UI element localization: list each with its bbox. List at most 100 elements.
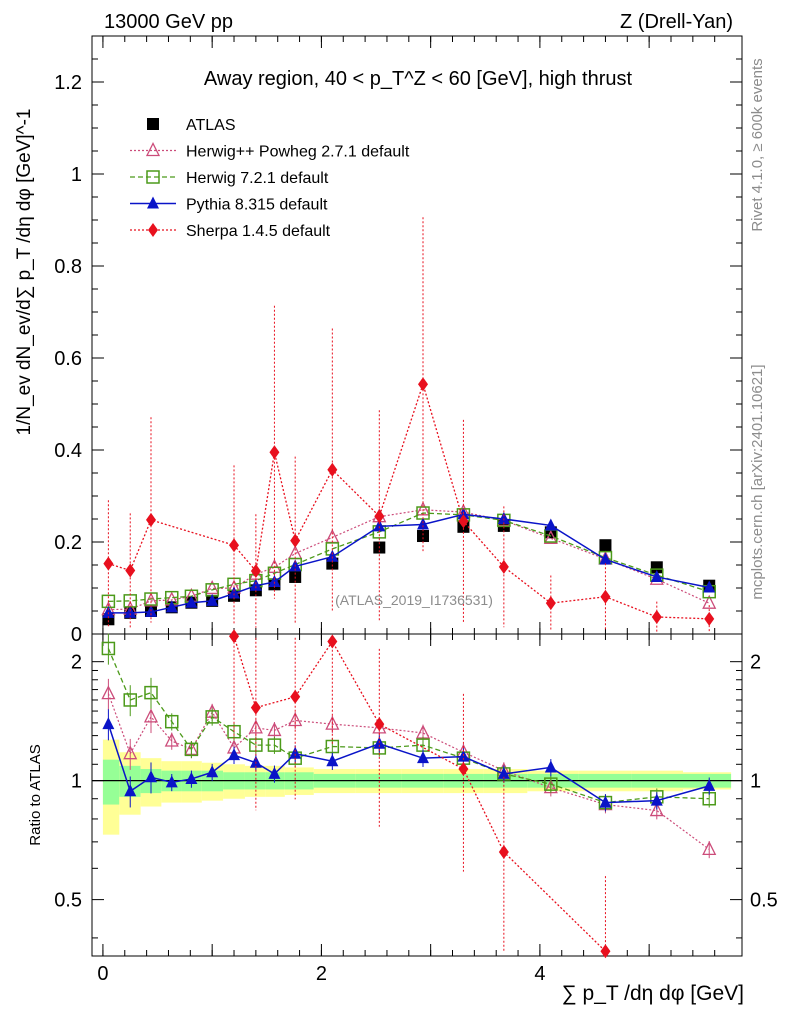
x-tick-label: 0: [97, 963, 108, 985]
y-tick-label: 0.6: [54, 348, 82, 370]
analysis-watermark: (ATLAS_2019_I1736531): [335, 592, 493, 608]
legend-marker: [147, 118, 159, 130]
axes: 0 2 4 0 0.2 0.4 0.6 0.8 1 1.2 0.5 0.5 1 1 2 2: [54, 36, 778, 985]
legend-marker: [148, 223, 158, 237]
side-label-bottom: mcplots.cern.ch [arXiv:2401.10621]: [749, 364, 766, 599]
pythia-8-315-default-ratio-point: [185, 771, 198, 784]
pythia-8-315-default-point: [165, 600, 178, 613]
sherpa-1-4-5-default-ratio-point: [374, 717, 385, 732]
sherpa-1-4-5-default-point: [545, 596, 556, 611]
pythia-8-315-default-ratio-point: [599, 795, 612, 808]
pythia-8-315-default-ratio-point: [497, 766, 510, 779]
pythia-8-315-default-point: [650, 569, 663, 582]
band-green: [102, 759, 120, 805]
atlas-point: [599, 539, 612, 552]
sherpa-1-4-5-default-ratio-point: [327, 634, 338, 649]
herwig-7-2-1-default-ratio-point: [123, 693, 137, 707]
sherpa-1-4-5-default-ratio-point: [250, 700, 261, 715]
ratio-tick-label: 0.5: [54, 890, 82, 912]
herwig-powheg-2-7-1-default-ratio-point: [702, 840, 717, 856]
pythia-8-315-default-ratio-point: [703, 778, 716, 791]
herwig-powheg-2-7-1-default-point: [143, 592, 159, 607]
legend-marker: [146, 170, 160, 184]
sherpa-1-4-5-default-point: [418, 377, 429, 392]
x-tick-label: 4: [534, 963, 545, 985]
pythia-8-315-default-point: [703, 580, 716, 593]
herwig-7-2-1-default-ratio-point: [267, 738, 282, 752]
sherpa-1-4-5-default-line: [108, 382, 710, 620]
sherpa-1-4-5-default-ratio-point: [290, 689, 301, 704]
pythia-8-315-default-point: [268, 575, 281, 588]
herwig-powheg-2-7-1-default-ratio-point: [123, 745, 138, 760]
pythia-8-315-default-ratio-point: [165, 775, 178, 788]
plot-title: Away region, 40 < p_T^Z < 60 [GeV], high…: [204, 68, 633, 90]
herwig-powheg-2-7-1-default-ratio-point: [649, 802, 664, 817]
atlas-point: [650, 561, 663, 574]
ratio-tick-label-right: 2: [750, 652, 761, 674]
pythia-8-315-default-ratio-point: [268, 766, 281, 779]
pythia-8-315-default-ratio-point: [544, 760, 557, 773]
sherpa-1-4-5-default-point: [458, 514, 469, 529]
x-tick-label: 2: [316, 963, 327, 985]
herwig-7-2-1-default-ratio-point: [144, 685, 158, 700]
sherpa-1-4-5-default-point: [498, 559, 509, 574]
pythia-8-315-default-point: [249, 578, 262, 591]
pythia-8-315-default-point: [544, 518, 557, 531]
pythia-8-315-default-ratio-point: [417, 751, 430, 764]
herwig-7-2-1-default-line: [108, 512, 710, 602]
pythia-8-315-default-ratio-point: [102, 717, 115, 730]
pythia-8-315-default-point: [417, 517, 430, 530]
pythia-8-315-default-point: [102, 605, 115, 618]
sherpa-1-4-5-default-point: [651, 609, 662, 624]
sherpa-1-4-5-default-ratio-point: [498, 844, 509, 859]
legend-marker: [147, 196, 159, 209]
y-tick-label: 0.2: [54, 532, 82, 554]
herwig-7-2-1-default-ratio-point: [101, 641, 116, 656]
y-tick-label: 1.2: [54, 72, 82, 94]
pythia-8-315-default-point: [326, 549, 339, 562]
legend-entry: Herwig 7.2.1 default: [186, 170, 329, 187]
pythia-8-315-default-ratio-point: [144, 770, 157, 783]
sherpa-1-4-5-default-point: [374, 509, 385, 524]
pythia-8-315-default-ratio-point: [650, 793, 663, 806]
pythia-8-315-default-ratio-point: [124, 784, 137, 797]
pythia-8-315-default-ratio-point: [206, 765, 219, 778]
legend-entry: Herwig++ Powheg 2.7.1 default: [186, 144, 410, 161]
ratio-panel-frame: [91, 633, 743, 957]
ratio-tick-label-right: 1: [750, 771, 761, 793]
pythia-8-315-default-point: [124, 605, 137, 618]
legend-entry: Sherpa 1.4.5 default: [186, 223, 331, 240]
y-tick-label: 0.8: [54, 256, 82, 278]
pythia-8-315-default-point: [228, 586, 241, 599]
herwig-7-2-1-default-ratio-point: [184, 742, 199, 757]
herwig-powheg-2-7-1-default-ratio-point: [267, 721, 282, 737]
herwig-powheg-2-7-1-default-ratio-point: [288, 712, 303, 727]
header-right: Z (Drell-Yan): [620, 11, 733, 33]
pythia-8-315-default-ratio-point: [326, 754, 339, 767]
ratio-y-axis-label: Ratio to ATLAS: [27, 744, 44, 845]
pythia-8-315-default-ratio-point: [289, 746, 302, 759]
herwig-powheg-2-7-1-default-line: [108, 509, 710, 611]
pythia-8-315-default-point: [599, 552, 612, 565]
ratio-tick-label: 1: [71, 771, 82, 793]
sherpa-1-4-5-default-point: [229, 538, 240, 553]
y-tick-label: 0.4: [54, 440, 82, 462]
sherpa-1-4-5-default-point: [250, 563, 261, 578]
sherpa-1-4-5-default-point: [145, 512, 156, 527]
sherpa-1-4-5-default-point: [600, 589, 611, 604]
pythia-8-315-default-point: [373, 519, 386, 532]
sherpa-1-4-5-default-point: [290, 533, 301, 548]
pythia-8-315-default-point: [206, 593, 219, 606]
herwig-7-2-1-default-ratio-point: [544, 777, 558, 791]
y-axis-label: 1/N_ev dN_ev/d∑ p_T /dη dφ [GeV]^-1: [14, 109, 35, 436]
pythia-8-315-default-point: [185, 595, 198, 608]
sherpa-1-4-5-default-point: [704, 611, 715, 626]
header-left: 13000 GeV pp: [104, 11, 233, 33]
ratio-tick-label: 2: [71, 652, 82, 674]
sherpa-1-4-5-default-ratio-point: [458, 762, 469, 777]
herwig-7-2-1-default-ratio-point: [205, 710, 219, 724]
atlas-point: [417, 530, 430, 543]
herwig-powheg-2-7-1-default-ratio-point: [101, 685, 116, 700]
herwig-7-2-1-default-ratio-point: [325, 739, 340, 754]
